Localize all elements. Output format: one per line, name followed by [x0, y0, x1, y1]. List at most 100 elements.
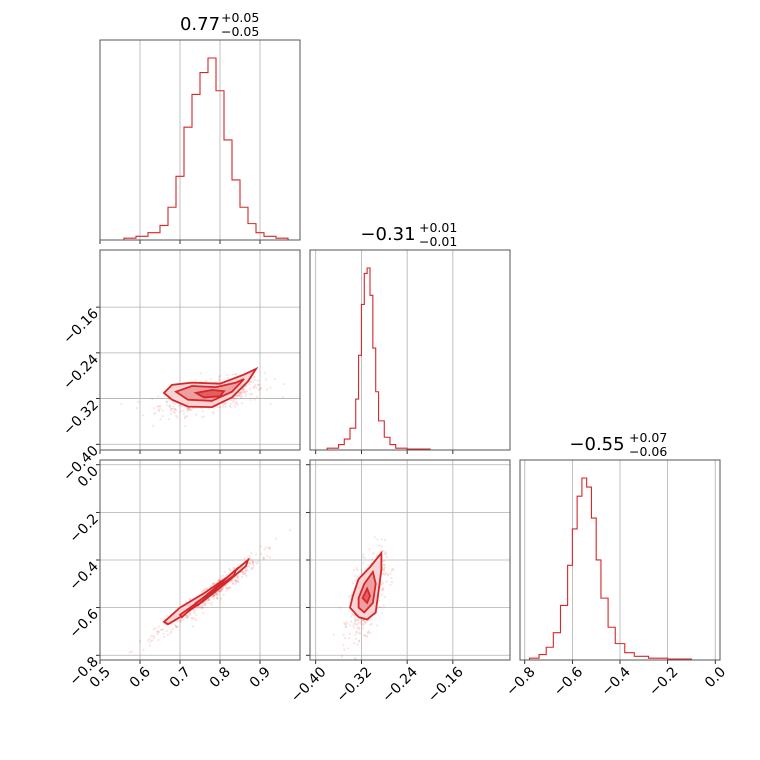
sample-point [244, 567, 247, 571]
sample-point [247, 561, 250, 564]
sample-point [363, 634, 367, 637]
sample-point [188, 597, 191, 600]
sample-point [170, 629, 173, 633]
sample-point [371, 558, 374, 561]
title-param-2: −0.55 [569, 434, 624, 455]
sample-point [179, 620, 182, 623]
sample-point [171, 407, 174, 411]
sample-point [210, 603, 213, 606]
sample-point [166, 404, 169, 407]
sample-point [193, 608, 196, 611]
title-param-0-minus: −0.05 [221, 24, 259, 39]
sample-point [216, 405, 219, 409]
sample-point [204, 602, 207, 605]
sample-point [234, 580, 238, 583]
sample-point [252, 563, 255, 567]
sample-point [230, 580, 234, 584]
sample-point [241, 389, 244, 392]
sample-point [179, 404, 183, 407]
sample-point [165, 401, 168, 404]
y-tick-label: −0.32 [60, 397, 102, 439]
sample-point [384, 553, 388, 556]
sample-point [382, 549, 385, 553]
sample-point [288, 529, 292, 532]
sample-point [378, 599, 381, 603]
sample-point [216, 580, 220, 583]
sample-point [193, 617, 196, 620]
sample-point [366, 631, 369, 634]
sample-point [268, 556, 272, 559]
sample-point [216, 592, 219, 595]
sample-point [355, 623, 358, 626]
sample-point [245, 574, 248, 577]
grid [524, 460, 716, 660]
sample-point [131, 650, 134, 653]
sample-point [229, 586, 232, 590]
sample-point [360, 622, 363, 625]
sample-point [386, 572, 389, 576]
title-param-1-minus: −0.01 [419, 234, 457, 249]
sample-point [152, 635, 155, 638]
sample-point [212, 597, 216, 600]
sample-point [380, 538, 383, 541]
sample-point [232, 397, 236, 400]
sample-point [348, 637, 351, 640]
sample-point [174, 625, 177, 628]
sample-point [172, 405, 175, 408]
sample-point [390, 581, 394, 584]
sample-point [355, 567, 358, 570]
sample-point [369, 632, 372, 635]
sample-point [154, 411, 157, 414]
sample-point [238, 394, 241, 397]
sample-point [356, 619, 359, 622]
sample-point [383, 552, 386, 555]
sample-point [159, 404, 162, 408]
sample-point [220, 588, 224, 591]
sample-point [217, 590, 221, 593]
sample-point [361, 618, 364, 622]
sample-point [212, 594, 215, 597]
sample-point [208, 598, 211, 602]
sample-point [172, 410, 175, 413]
sample-point [151, 397, 154, 401]
sample-point [340, 655, 344, 658]
sample-point [248, 383, 251, 386]
sample-point [348, 632, 351, 635]
marginal-panel-1 [309, 249, 511, 454]
sample-point [343, 648, 346, 651]
sample-point [246, 569, 249, 572]
sample-point [253, 385, 256, 388]
sample-point [171, 628, 174, 631]
sample-point [234, 582, 238, 585]
sample-point [383, 573, 387, 576]
sample-point [238, 391, 241, 394]
grid [99, 250, 300, 450]
sample-point [148, 644, 151, 647]
sample-point [357, 621, 360, 624]
sample-point [211, 582, 214, 586]
sample-point [382, 573, 385, 576]
sample-point [234, 579, 237, 582]
sample-point [184, 600, 187, 603]
sample-point [262, 557, 265, 561]
sample-point [216, 597, 219, 600]
pair-content [332, 536, 395, 660]
sample-point [354, 619, 357, 622]
sample-point [234, 405, 237, 408]
x-tick-label: −0.4 [598, 664, 633, 699]
sample-point [385, 556, 388, 559]
y-tick-label: −0.16 [60, 306, 102, 348]
sample-point [181, 409, 185, 412]
contour-level-3 [193, 389, 226, 399]
sample-point [248, 393, 251, 396]
sample-point [259, 545, 262, 548]
sample-point [181, 405, 184, 408]
sample-point [201, 606, 204, 610]
sample-point [248, 561, 251, 565]
sample-point [214, 593, 217, 596]
title-param-0-plus: +0.05 [221, 10, 259, 25]
panel-frame [99, 249, 301, 451]
sample-point [240, 575, 244, 579]
sample-point [219, 588, 222, 591]
sample-point [175, 626, 178, 629]
